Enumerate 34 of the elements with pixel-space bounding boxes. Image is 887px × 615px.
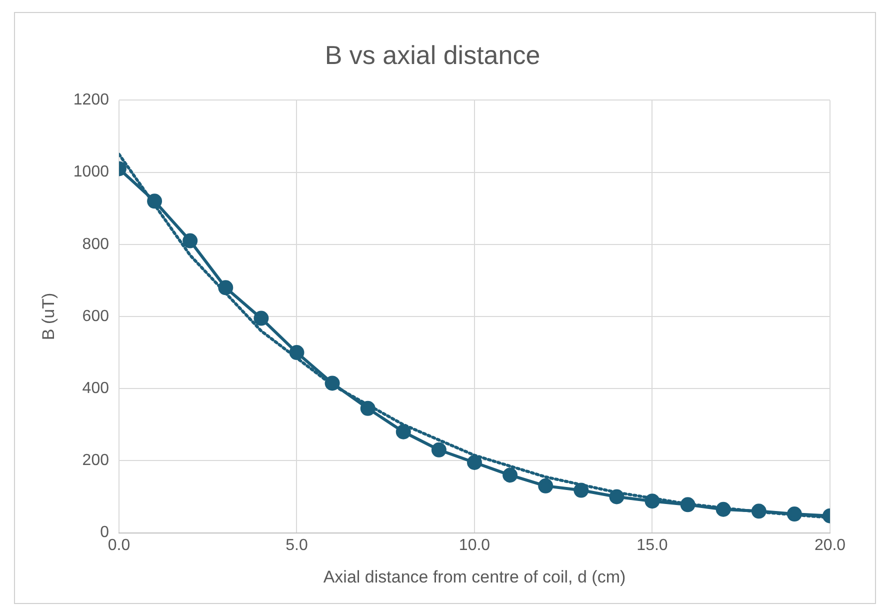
point: [182, 233, 198, 248]
point: [680, 497, 696, 512]
point: [254, 310, 269, 326]
point: [574, 482, 589, 498]
point: [644, 494, 660, 509]
y-tick-label: 1200: [73, 92, 110, 109]
x-tick-label: 10.0: [458, 536, 490, 554]
point: [147, 194, 162, 209]
x-tick-label: 15.0: [636, 536, 668, 554]
point: [502, 468, 518, 483]
point: [396, 424, 411, 440]
point: [716, 502, 731, 517]
x-tick-label: 20.0: [814, 536, 846, 554]
y-axis-title: B (uT): [38, 292, 58, 340]
x-tick-label: 0.0: [108, 536, 130, 554]
chart-title: B vs axial distance: [324, 40, 540, 70]
point: [431, 442, 446, 458]
point: [538, 478, 554, 494]
point: [289, 345, 304, 360]
y-tick-label: 600: [82, 308, 110, 325]
point: [466, 455, 482, 470]
point: [218, 280, 234, 296]
point: [751, 504, 766, 519]
y-tick-label: 200: [82, 452, 110, 470]
x-tick-label: 5.0: [286, 536, 308, 554]
y-tick-label: 0: [100, 524, 110, 542]
y-tick-label: 800: [82, 236, 110, 253]
point: [786, 506, 802, 522]
point: [360, 400, 376, 416]
point: [324, 376, 340, 391]
y-tick-label: 400: [82, 380, 110, 398]
y-tick-label: 1000: [73, 164, 110, 181]
x-axis-title: Axial distance from centre of coil, d (cm): [323, 568, 626, 587]
point: [609, 489, 624, 504]
